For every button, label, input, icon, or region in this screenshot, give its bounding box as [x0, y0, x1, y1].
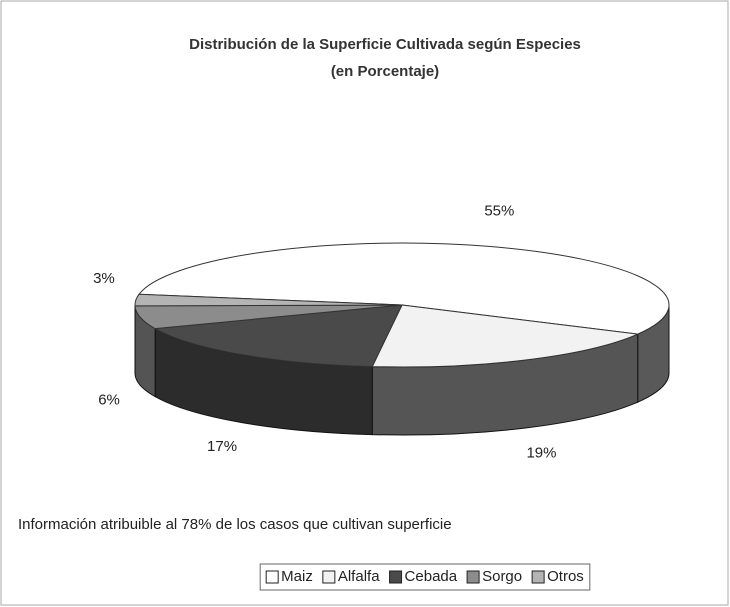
- chart-subtitle: (en Porcentaje): [331, 63, 439, 80]
- legend-label: Maiz: [281, 568, 313, 585]
- pie-tops: [134, 242, 670, 368]
- pie-slice: [138, 242, 670, 335]
- legend-swatch: [466, 570, 480, 584]
- data-label: 3%: [93, 270, 115, 287]
- pie-sides: [134, 304, 670, 436]
- data-label: 55%: [484, 203, 514, 220]
- pie-slice: [153, 304, 403, 368]
- data-label: 6%: [98, 392, 120, 409]
- legend-label: Alfalfa: [338, 568, 380, 585]
- legend-swatch: [322, 570, 336, 584]
- legend-label: Otros: [547, 568, 584, 585]
- data-label: 19%: [526, 445, 556, 462]
- pie-slice: [134, 293, 403, 307]
- pie-slice: [371, 304, 640, 368]
- legend-swatch: [265, 570, 279, 584]
- legend-swatch: [531, 570, 545, 584]
- annotation: Información atribuible al 78% de los cas…: [18, 516, 452, 533]
- chart-title: Distribución de la Superficie Cultivada …: [189, 36, 581, 53]
- legend-label: Cebada: [405, 568, 458, 585]
- legend: Maiz Alfalfa Cebada Sorgo Otros: [259, 563, 591, 591]
- legend-label: Sorgo: [482, 568, 522, 585]
- legend-swatch: [389, 570, 403, 584]
- data-label: 17%: [207, 438, 237, 455]
